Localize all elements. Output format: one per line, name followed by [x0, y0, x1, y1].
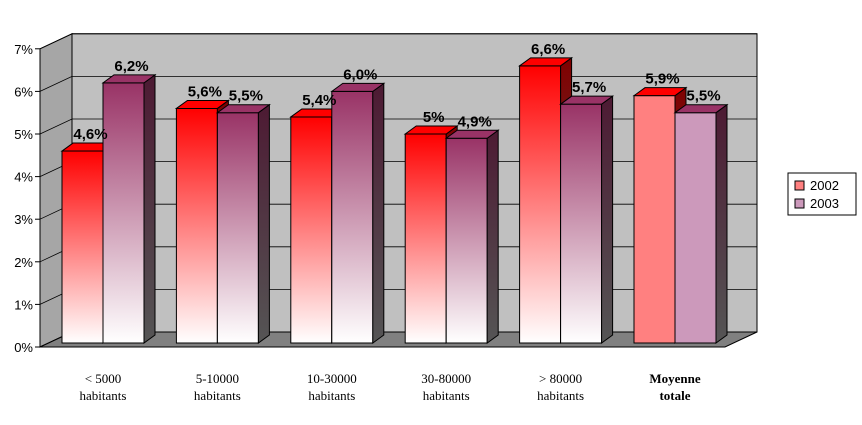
- data-label: 5,5%: [686, 88, 720, 105]
- x-axis-labels: < 5000 habitants 5-10000 habitants 10-30000 h…: [80, 371, 701, 403]
- legend-swatch: [794, 180, 805, 191]
- x-tick-label: habitants: [423, 388, 470, 403]
- bar-top: [673, 104, 729, 114]
- data-label: 4,9%: [458, 113, 492, 130]
- x-tick-label: 30-80000: [421, 371, 471, 386]
- bar-top: [632, 87, 688, 97]
- bar-front: [519, 65, 562, 344]
- x-tick-label: habitants: [194, 388, 241, 403]
- bar-top: [174, 99, 230, 109]
- bar-2003-0: [101, 73, 157, 344]
- data-label: 6,2%: [114, 58, 148, 75]
- bar-top: [330, 82, 386, 92]
- data-label: 5,5%: [229, 88, 263, 105]
- data-label: 6,6%: [531, 41, 565, 58]
- bar-side: [715, 103, 728, 344]
- y-tick-label: 3%: [14, 212, 33, 227]
- data-label: 5%: [423, 109, 445, 126]
- x-tick-label: 10-30000: [307, 371, 357, 386]
- bar-2003-1: [215, 103, 271, 344]
- y-tick-label: 6%: [14, 84, 33, 99]
- data-label: 5,7%: [572, 79, 606, 96]
- bar-side: [372, 82, 385, 344]
- y-tick-label: 2%: [14, 255, 33, 270]
- legend-label: 2003: [810, 196, 839, 211]
- y-tick-label: 5%: [14, 127, 33, 142]
- x-tick-label: totale: [659, 388, 690, 403]
- data-labels: 4,6% 6,2% 5,6% 5,5% 5,4% 6,0% 5% 4,9% 6,6% 5,7% 5,…: [73, 41, 720, 143]
- y-tick-label: 7%: [14, 42, 33, 57]
- bar-front: [331, 90, 374, 344]
- bar-side: [257, 103, 270, 344]
- bar-top: [403, 125, 459, 135]
- gridline: [39, 33, 757, 50]
- data-label: 4,6%: [73, 126, 107, 143]
- bar-top: [559, 95, 615, 105]
- data-label: 5,9%: [645, 71, 679, 88]
- y-axis: 0% 1% 2% 3% 4% 5% 6% 7%: [14, 42, 41, 355]
- data-label: 6,0%: [343, 66, 377, 83]
- bar-front: [61, 150, 104, 344]
- bar-front: [216, 112, 259, 344]
- x-tick-label: habitants: [308, 388, 355, 403]
- bar-front: [674, 112, 717, 344]
- bar-top: [518, 57, 574, 67]
- bars: [60, 56, 729, 344]
- y-tick-label: 0%: [14, 340, 33, 355]
- bar-2003-2: [330, 82, 386, 344]
- legend-label: 2002: [810, 178, 839, 193]
- bar-front: [445, 137, 488, 344]
- legend-swatch: [794, 198, 805, 209]
- bar-front: [290, 116, 333, 344]
- bar-2003-5: [673, 103, 729, 344]
- bar-2003-3: [444, 129, 500, 344]
- x-tick-label: habitants: [80, 388, 127, 403]
- legend: 2002 2003: [787, 172, 857, 216]
- bar-front: [175, 107, 218, 344]
- bar-front: [404, 133, 447, 344]
- data-label: 5,6%: [188, 83, 222, 100]
- bar-side: [143, 73, 156, 344]
- bar-top: [101, 74, 157, 84]
- y-tick-label: 1%: [14, 297, 33, 312]
- bar-front: [633, 95, 676, 344]
- bar-top: [215, 104, 271, 114]
- x-tick-label: < 5000: [85, 371, 122, 386]
- bar-top: [444, 129, 500, 139]
- bar-2003-4: [559, 95, 615, 344]
- x-tick-label: Moyenne: [649, 371, 701, 386]
- y-tick-label: 4%: [14, 170, 33, 185]
- x-tick-label: > 80000: [539, 371, 582, 386]
- bar-front: [560, 103, 603, 344]
- bar-front: [102, 82, 145, 344]
- bar-side: [486, 129, 499, 344]
- bar-side: [601, 95, 614, 344]
- data-label: 5,4%: [302, 92, 336, 109]
- x-tick-label: 5-10000: [196, 371, 239, 386]
- x-tick-label: habitants: [537, 388, 584, 403]
